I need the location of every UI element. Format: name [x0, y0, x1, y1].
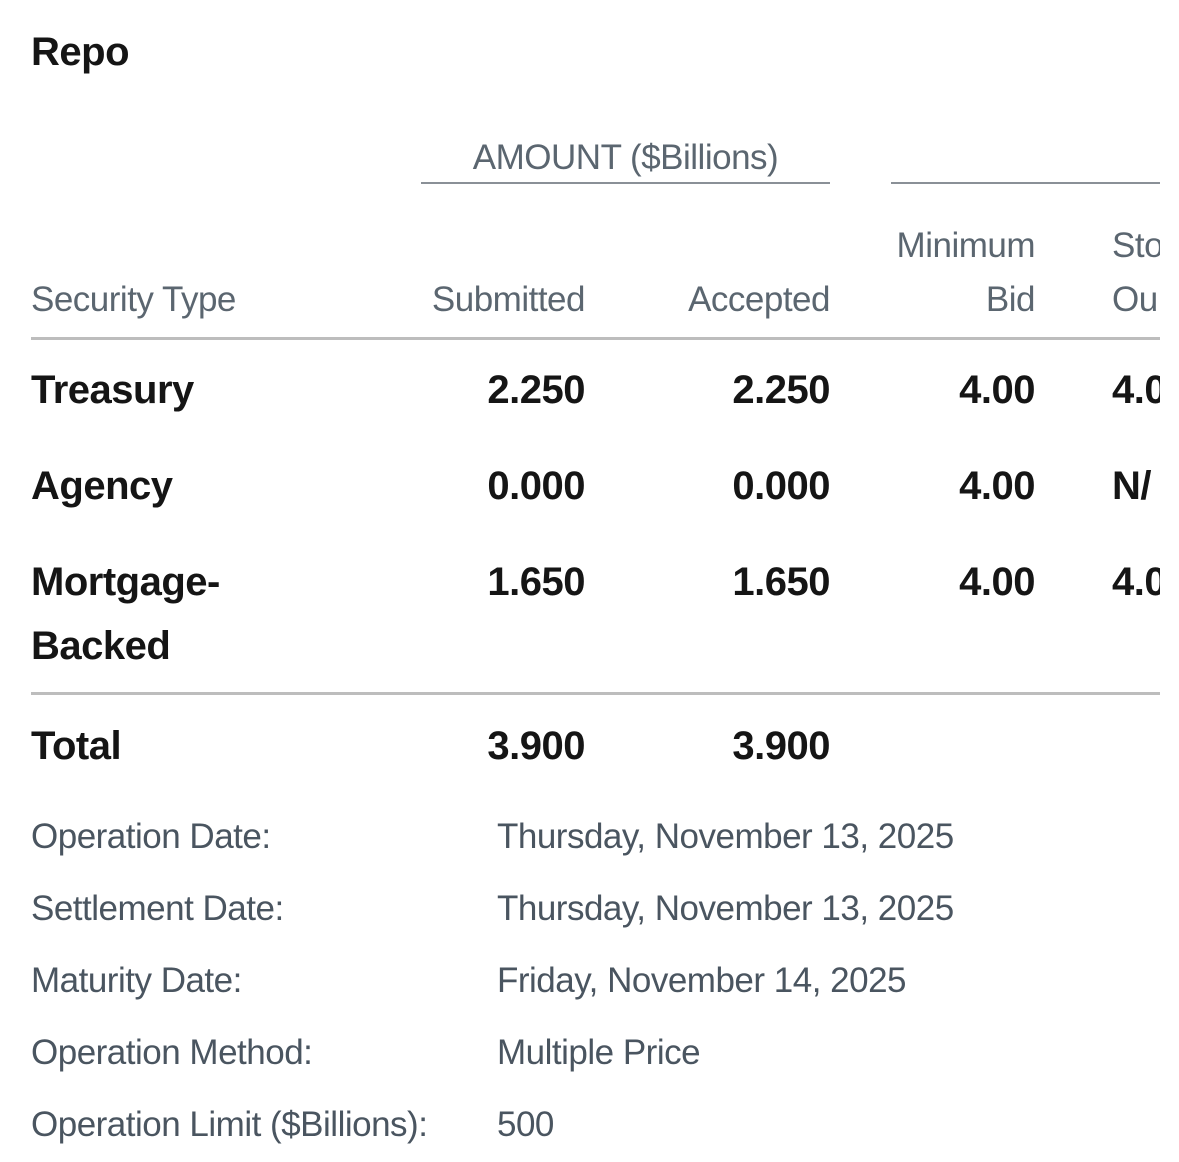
column-header: Bid: [985, 280, 1036, 319]
header-rule: [31, 337, 1160, 340]
cell: 4.00: [959, 368, 1035, 412]
group-rule: [421, 182, 830, 184]
detail-label: Operation Date:: [31, 817, 271, 856]
detail-value: 500: [497, 1105, 554, 1144]
row-label: Agency: [31, 464, 173, 508]
total-cell: 3.900: [487, 724, 585, 768]
cell: 4.0: [1112, 560, 1160, 604]
detail-label: Settlement Date:: [31, 889, 284, 928]
detail-label: Maturity Date:: [31, 961, 242, 1000]
cell: 1.650: [487, 560, 585, 604]
row-label: Mortgage-Backed: [31, 560, 220, 668]
group-header: AMOUNT ($Billions): [472, 138, 779, 177]
cell: 1.650: [732, 560, 830, 604]
detail-value: Thursday, November 13, 2025: [497, 889, 954, 928]
cell: 2.250: [732, 368, 830, 412]
cell: 0.000: [732, 464, 830, 508]
cell: 0.000: [487, 464, 585, 508]
column-header: Ou: [1112, 280, 1158, 319]
cell: 4.00: [959, 464, 1035, 508]
cell: 4.0: [1112, 368, 1160, 412]
column-header: Minimum: [896, 226, 1036, 265]
total-cell: 3.900: [732, 724, 830, 768]
column-header: Security Type: [31, 280, 236, 319]
group-rule: [891, 182, 1160, 184]
detail-value: Friday, November 14, 2025: [497, 961, 907, 1000]
total-label: Total: [31, 724, 122, 768]
column-header: Sto: [1112, 226, 1160, 265]
column-header: Accepted: [688, 280, 830, 319]
column-header: Submitted: [431, 280, 586, 319]
cell: 4.00: [959, 560, 1035, 604]
cell: N/: [1112, 464, 1152, 508]
detail-value: Thursday, November 13, 2025: [497, 817, 954, 856]
detail-label: Operation Limit ($Billions):: [31, 1105, 428, 1144]
cell: 2.250: [487, 368, 585, 412]
detail-label: Operation Method:: [31, 1033, 313, 1072]
row-label: Treasury: [31, 368, 194, 412]
detail-value: Multiple Price: [497, 1033, 701, 1072]
title: Repo: [31, 30, 130, 74]
total-rule: [31, 692, 1160, 695]
